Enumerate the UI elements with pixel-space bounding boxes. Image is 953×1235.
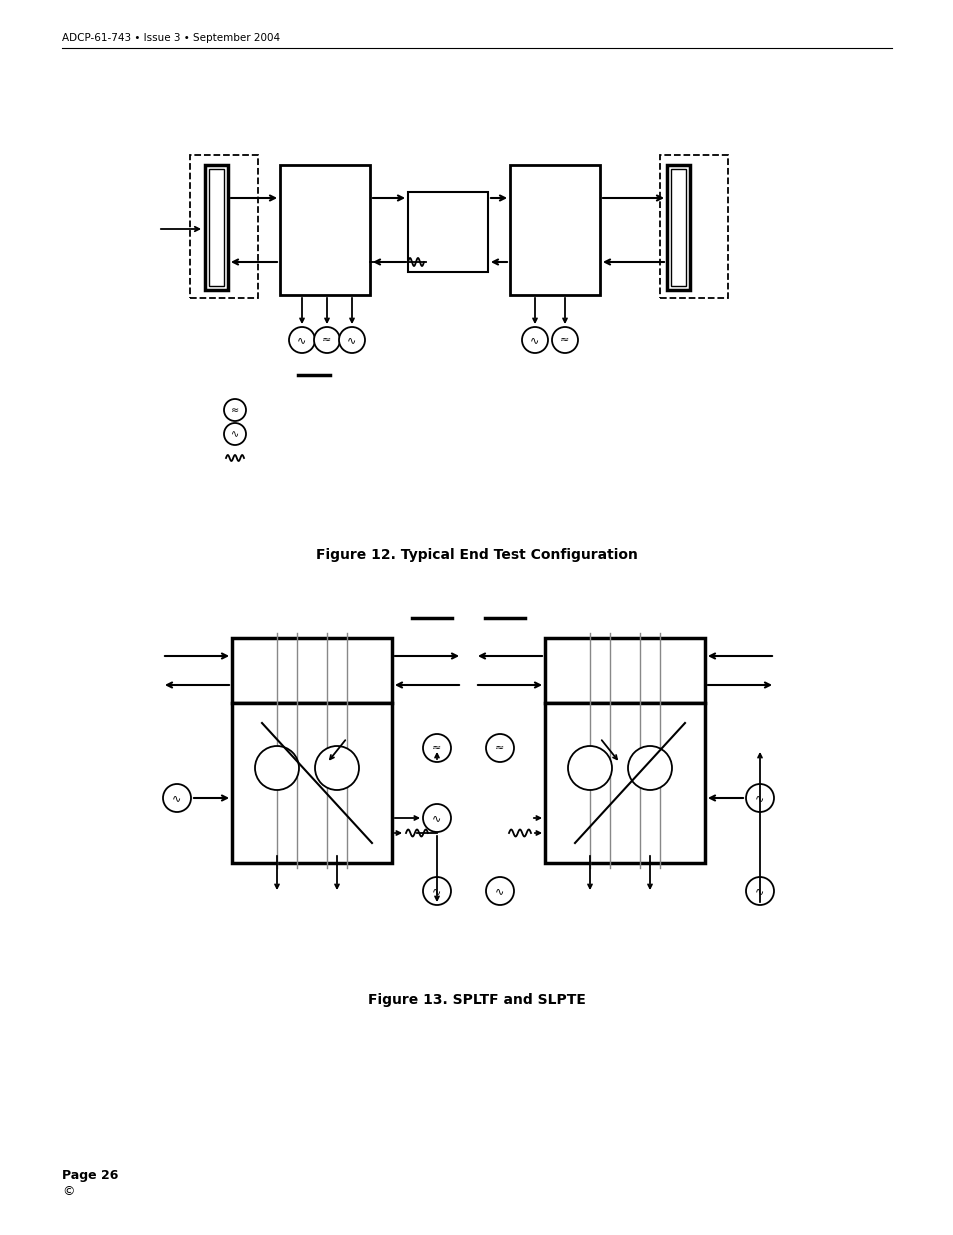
Bar	[205, 165, 228, 290]
Text: ≈: ≈	[432, 743, 441, 753]
Text: ©: ©	[62, 1186, 74, 1198]
Text: ≈: ≈	[495, 743, 504, 753]
Circle shape	[485, 877, 514, 905]
Text: ∿: ∿	[495, 885, 504, 897]
Circle shape	[224, 399, 246, 421]
Circle shape	[338, 327, 365, 353]
Bar	[232, 638, 392, 703]
Circle shape	[521, 327, 547, 353]
Circle shape	[567, 746, 612, 790]
Circle shape	[289, 327, 314, 353]
Bar	[670, 169, 685, 287]
Text: ∿: ∿	[231, 429, 239, 438]
Circle shape	[485, 734, 514, 762]
Circle shape	[314, 327, 339, 353]
Text: ADCP-61-743 • Issue 3 • September 2004: ADCP-61-743 • Issue 3 • September 2004	[62, 33, 280, 43]
Text: ∿: ∿	[755, 793, 764, 803]
Circle shape	[224, 424, 246, 445]
Text: ∿: ∿	[530, 335, 539, 345]
Text: ≈: ≈	[322, 335, 332, 345]
Text: ∿: ∿	[432, 813, 441, 823]
Text: ∿: ∿	[432, 885, 441, 897]
Text: ≈: ≈	[559, 335, 569, 345]
Text: ≈: ≈	[231, 405, 239, 415]
Circle shape	[314, 746, 358, 790]
Circle shape	[422, 804, 451, 832]
Bar	[280, 165, 370, 295]
Bar	[666, 165, 689, 290]
Circle shape	[163, 784, 191, 811]
Text: Figure 13. SPLTF and SLPTE: Figure 13. SPLTF and SLPTE	[368, 993, 585, 1007]
Circle shape	[745, 784, 773, 811]
Text: ∿: ∿	[172, 793, 181, 803]
Circle shape	[552, 327, 578, 353]
Bar	[544, 703, 704, 863]
Bar	[190, 156, 257, 298]
Bar	[408, 191, 488, 272]
Circle shape	[627, 746, 671, 790]
Circle shape	[422, 734, 451, 762]
Text: ∿: ∿	[755, 885, 764, 897]
Bar	[232, 703, 392, 863]
Bar	[510, 165, 599, 295]
Bar	[544, 638, 704, 703]
Text: ∿: ∿	[347, 335, 356, 345]
Text: Page 26: Page 26	[62, 1168, 118, 1182]
Text: ∿: ∿	[297, 335, 306, 345]
Circle shape	[422, 877, 451, 905]
Bar	[659, 156, 727, 298]
Text: Figure 12. Typical End Test Configuration: Figure 12. Typical End Test Configuratio…	[315, 548, 638, 562]
Circle shape	[254, 746, 298, 790]
Bar	[209, 169, 224, 287]
Circle shape	[745, 877, 773, 905]
